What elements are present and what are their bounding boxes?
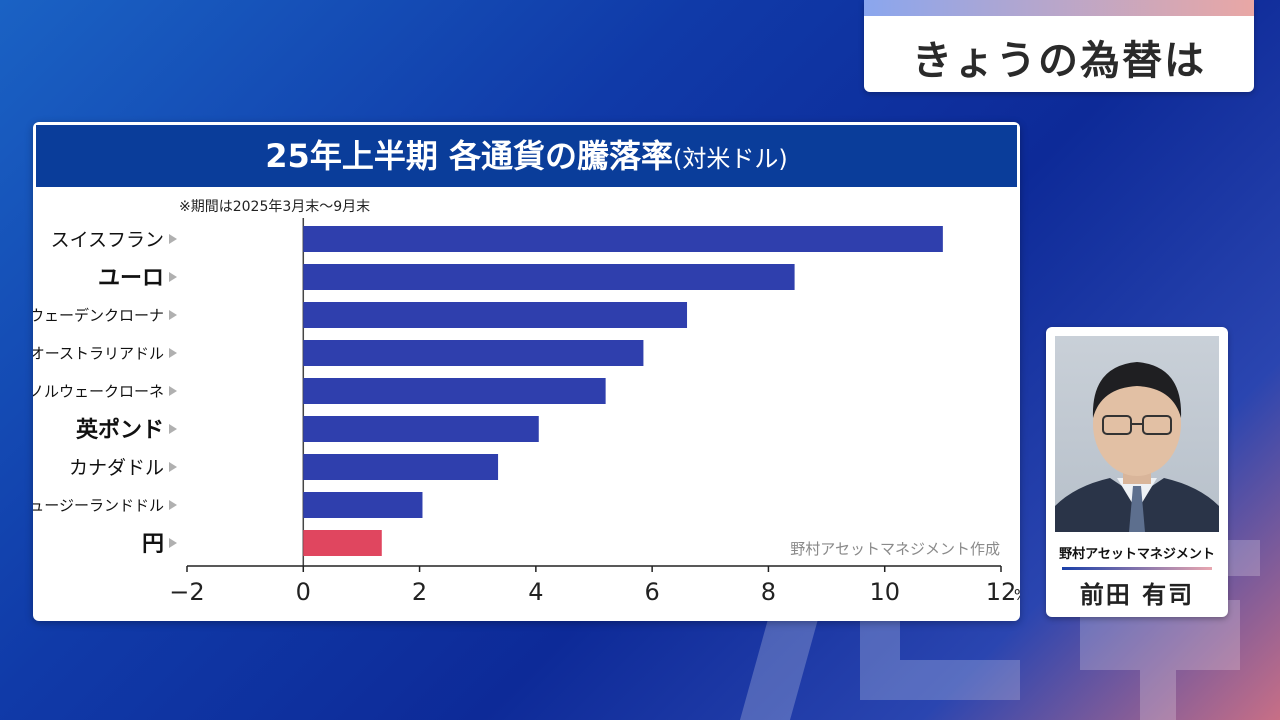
- commentator-name: 前田 有司: [1079, 581, 1195, 609]
- bar: [303, 340, 644, 366]
- x-tick-label: 4: [528, 578, 543, 606]
- label-pointer: [169, 272, 177, 282]
- label-pointer: [169, 234, 177, 244]
- person-silhouette: [1055, 362, 1219, 532]
- label-pointer: [169, 538, 177, 548]
- banner-stripe: [864, 0, 1254, 16]
- program-title-banner: きょうの為替は: [864, 0, 1254, 92]
- category-label: 英ポンド: [76, 417, 164, 443]
- label-pointer: [169, 462, 177, 472]
- bar: [303, 492, 423, 518]
- category-label: ユーロ: [98, 266, 164, 291]
- bar: [303, 530, 382, 556]
- chart-title: 25年上半期 各通貨の騰落率(対米ドル): [36, 125, 1017, 187]
- label-pointer: [169, 348, 177, 358]
- commentator-card: 野村アセットマネジメント 前田 有司: [1046, 327, 1228, 617]
- chart-title-suffix: (対米ドル): [672, 145, 788, 173]
- x-tick-label: 12: [986, 578, 1017, 606]
- bar-chart: スイスフランユーロスウェーデンクローナオーストラリアドルノルウェークローネ英ポン…: [33, 218, 1020, 606]
- x-unit-label: %: [1014, 586, 1020, 604]
- category-label: 円: [142, 532, 164, 557]
- bar: [303, 302, 688, 328]
- commentator-org: 野村アセットマネジメント: [1059, 547, 1215, 562]
- x-tick-label: 8: [761, 578, 776, 606]
- category-label: スウェーデンクローナ: [33, 306, 164, 324]
- x-tick-label: 10: [869, 578, 900, 606]
- chart-title-main: 25年上半期 各通貨の騰落率: [265, 137, 673, 175]
- category-label: カナダドル: [69, 457, 164, 479]
- source-credit: 野村アセットマネジメント作成: [790, 540, 1000, 558]
- x-tick-label: 2: [412, 578, 427, 606]
- bar: [303, 378, 606, 404]
- label-pointer: [169, 386, 177, 396]
- x-tick-label: 0: [296, 578, 311, 606]
- banner-title: きょうの為替は: [912, 38, 1206, 84]
- x-tick-label: −2: [169, 578, 204, 606]
- category-label: ニュージーランドドル: [33, 496, 164, 514]
- category-label: スイスフラン: [51, 229, 164, 251]
- bar: [303, 226, 943, 252]
- category-label: ノルウェークローネ: [33, 382, 164, 400]
- period-note: ※期間は2025年3月末〜9月末: [179, 199, 371, 215]
- label-pointer: [169, 424, 177, 434]
- bar: [303, 264, 795, 290]
- commentator-photo: [1055, 336, 1219, 532]
- org-underline: [1062, 567, 1212, 570]
- label-pointer: [169, 310, 177, 320]
- bar: [303, 454, 499, 480]
- label-pointer: [169, 500, 177, 510]
- category-label: オーストラリアドル: [33, 344, 164, 362]
- bar: [303, 416, 539, 442]
- x-tick-label: 6: [645, 578, 660, 606]
- chart-panel: 25年上半期 各通貨の騰落率(対米ドル) ※期間は2025年3月末〜9月末 スイ…: [33, 122, 1020, 621]
